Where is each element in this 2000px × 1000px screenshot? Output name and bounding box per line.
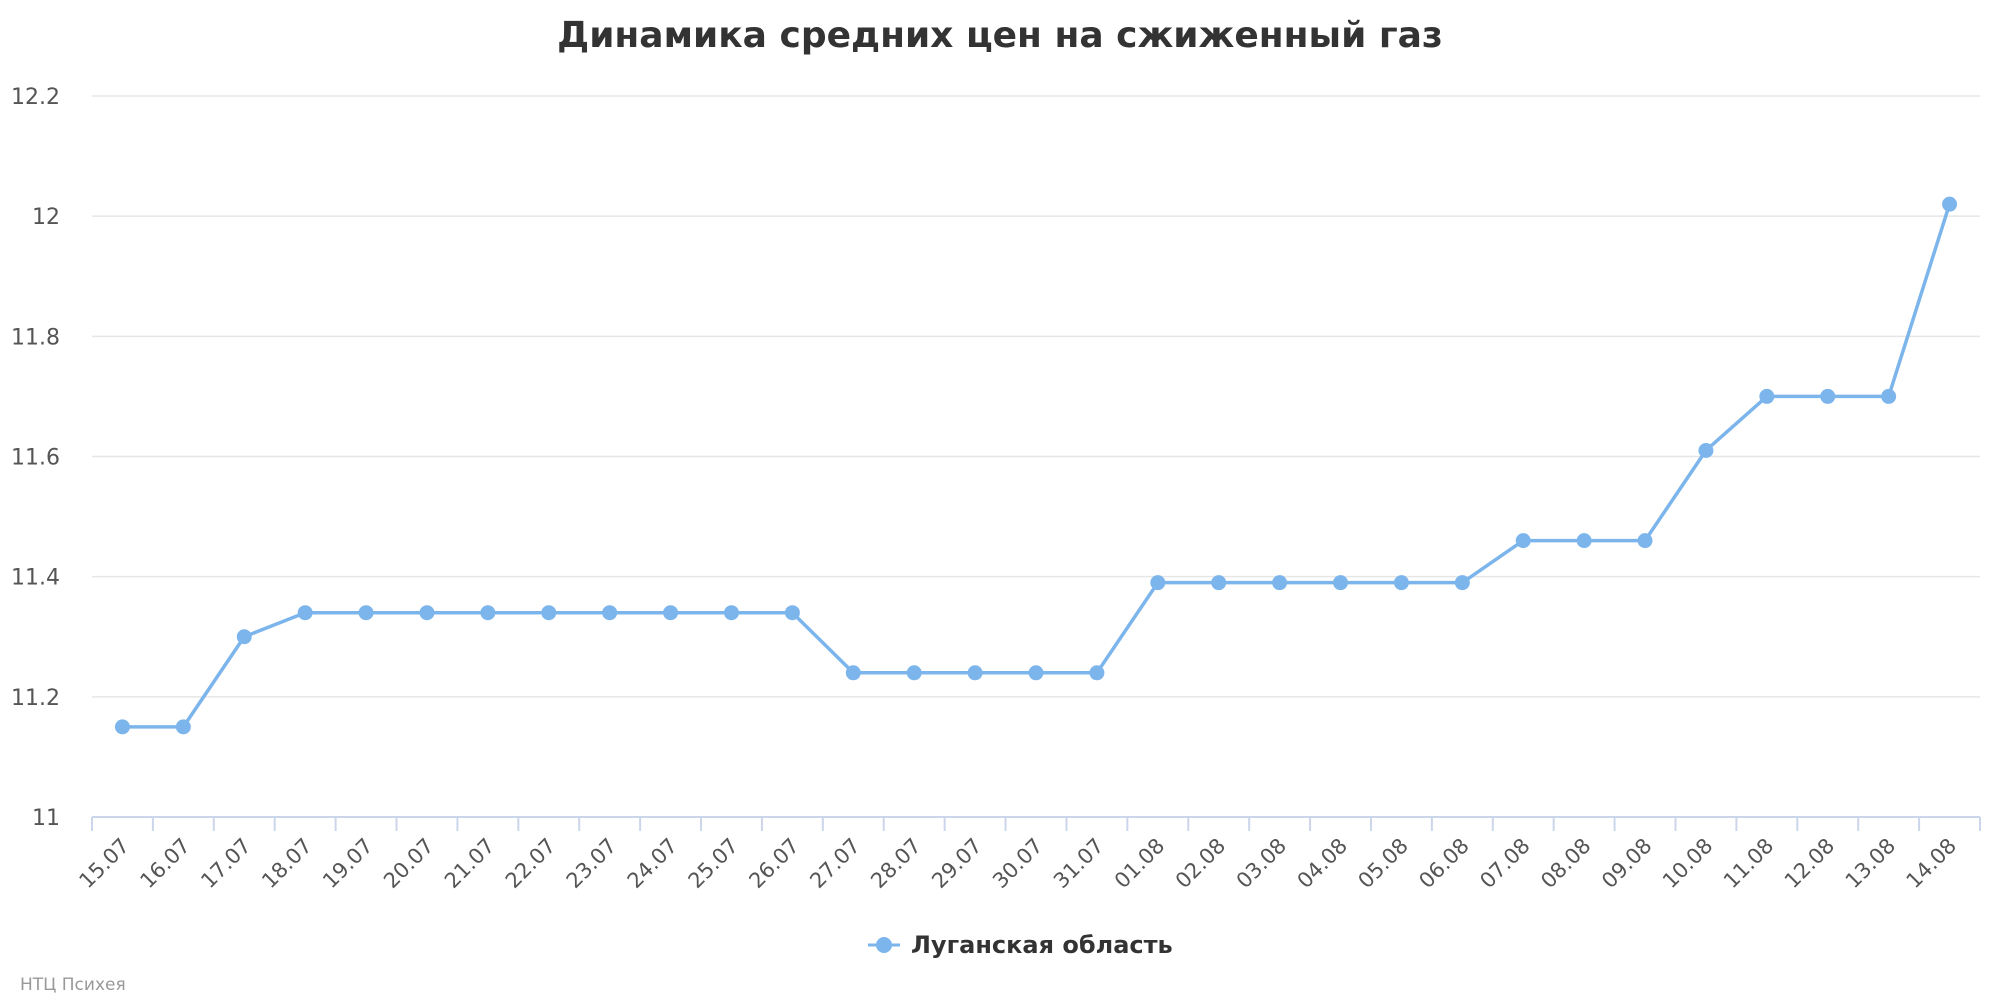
data-point[interactable] bbox=[236, 629, 252, 645]
x-tick-label: 24.07 bbox=[623, 834, 682, 893]
x-tick-label: 03.08 bbox=[1232, 834, 1291, 893]
data-point[interactable] bbox=[419, 605, 435, 621]
data-point[interactable] bbox=[1881, 388, 1897, 404]
y-axis-tick-labels: 11 11.2 11.4 11.6 11.8 12 12.2 bbox=[11, 85, 60, 831]
data-point[interactable] bbox=[1393, 575, 1409, 591]
x-tick-label: 25.07 bbox=[684, 834, 743, 893]
x-tick-label: 11.08 bbox=[1719, 834, 1778, 893]
data-point[interactable] bbox=[845, 665, 861, 681]
data-point[interactable] bbox=[663, 605, 679, 621]
x-axis bbox=[91, 816, 1981, 831]
data-point[interactable] bbox=[297, 605, 313, 621]
chart-title: Динамика средних цен на сжиженный газ bbox=[557, 15, 1443, 56]
x-tick-label: 02.08 bbox=[1171, 834, 1230, 893]
data-point[interactable] bbox=[541, 605, 557, 621]
x-tick-label: 07.08 bbox=[1475, 834, 1534, 893]
data-point[interactable] bbox=[114, 719, 130, 735]
x-tick-label: 10.08 bbox=[1658, 834, 1717, 893]
x-tick-label: 19.07 bbox=[318, 834, 377, 893]
data-point[interactable] bbox=[1211, 575, 1227, 591]
data-point[interactable] bbox=[1515, 533, 1531, 549]
data-point[interactable] bbox=[1150, 575, 1166, 591]
legend[interactable]: Луганская область bbox=[868, 931, 1173, 959]
y-tick-label: 11.4 bbox=[11, 566, 60, 591]
y-tick-label: 11 bbox=[32, 806, 60, 831]
data-point[interactable] bbox=[602, 605, 618, 621]
x-axis-tick-labels: 15.07 16.07 17.07 18.07 19.07 20.07 21.07 22.07… bbox=[75, 834, 1962, 893]
x-tick-label: 16.07 bbox=[135, 834, 194, 893]
data-point[interactable] bbox=[175, 719, 191, 735]
x-tick-label: 14.08 bbox=[1902, 834, 1961, 893]
data-point[interactable] bbox=[480, 605, 496, 621]
x-tick-label: 05.08 bbox=[1353, 834, 1412, 893]
data-point[interactable] bbox=[1637, 533, 1653, 549]
y-tick-label: 12 bbox=[32, 205, 60, 230]
x-tick-label: 22.07 bbox=[501, 834, 560, 893]
x-tick-label: 27.07 bbox=[805, 834, 864, 893]
data-point[interactable] bbox=[1028, 665, 1044, 681]
data-point[interactable] bbox=[1759, 388, 1775, 404]
x-tick-label: 04.08 bbox=[1293, 834, 1352, 893]
x-tick-label: 30.07 bbox=[988, 834, 1047, 893]
y-tick-label: 11.6 bbox=[11, 446, 60, 471]
legend-marker-icon bbox=[876, 937, 892, 953]
data-point[interactable] bbox=[1576, 533, 1592, 549]
x-tick-label: 28.07 bbox=[866, 834, 925, 893]
data-point[interactable] bbox=[1089, 665, 1105, 681]
x-tick-label: 18.07 bbox=[257, 834, 316, 893]
x-tick-label: 09.08 bbox=[1597, 834, 1656, 893]
credit-text[interactable]: НТЦ Психея bbox=[20, 975, 126, 995]
x-tick-label: 01.08 bbox=[1110, 834, 1169, 893]
data-point[interactable] bbox=[723, 605, 739, 621]
x-tick-label: 29.07 bbox=[927, 834, 986, 893]
x-tick-label: 23.07 bbox=[562, 834, 621, 893]
x-tick-label: 31.07 bbox=[1049, 834, 1108, 893]
x-tick-label: 26.07 bbox=[744, 834, 803, 893]
y-tick-label: 11.2 bbox=[11, 686, 60, 711]
data-point[interactable] bbox=[1820, 388, 1836, 404]
x-tick-label: 08.08 bbox=[1536, 834, 1595, 893]
data-point[interactable] bbox=[1272, 575, 1288, 591]
data-point[interactable] bbox=[1333, 575, 1349, 591]
data-point[interactable] bbox=[906, 665, 922, 681]
legend-label: Луганская область bbox=[911, 931, 1173, 959]
series-line bbox=[122, 203, 1952, 729]
data-point[interactable] bbox=[1942, 196, 1958, 212]
data-point[interactable] bbox=[1698, 442, 1714, 458]
x-tick-label: 15.07 bbox=[75, 834, 134, 893]
data-point[interactable] bbox=[784, 605, 800, 621]
x-tick-label: 06.08 bbox=[1414, 834, 1473, 893]
data-point[interactable] bbox=[358, 605, 374, 621]
x-tick-label: 20.07 bbox=[379, 834, 438, 893]
y-tick-label: 11.8 bbox=[11, 325, 60, 350]
x-tick-label: 12.08 bbox=[1780, 834, 1839, 893]
data-point[interactable] bbox=[967, 665, 983, 681]
x-tick-label: 17.07 bbox=[196, 834, 255, 893]
data-point[interactable] bbox=[1454, 575, 1470, 591]
x-tick-label: 13.08 bbox=[1841, 834, 1900, 893]
gridlines bbox=[92, 95, 1980, 698]
series-luhansk bbox=[114, 196, 1958, 735]
y-tick-label: 12.2 bbox=[11, 85, 60, 110]
x-tick-label: 21.07 bbox=[440, 834, 499, 893]
